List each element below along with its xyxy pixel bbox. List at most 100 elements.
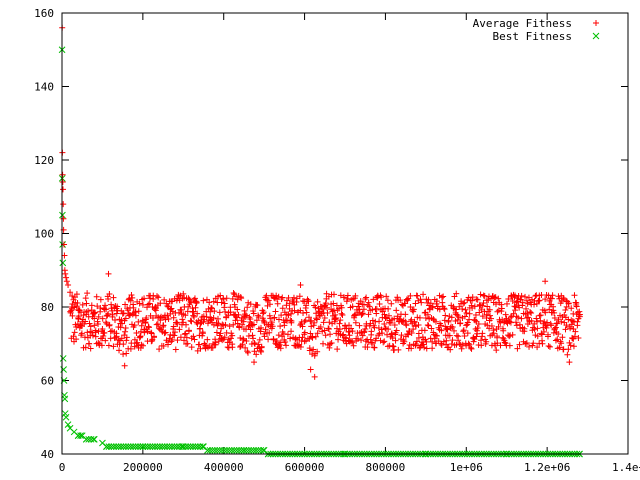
- average-fitness-point: [156, 346, 163, 353]
- average-fitness-point: [397, 336, 404, 343]
- average-fitness-point: [273, 338, 280, 345]
- best-fitness-point: [120, 443, 127, 451]
- average-fitness-point: [277, 345, 284, 352]
- average-fitness-point: [328, 340, 335, 346]
- average-fitness-point: [346, 322, 353, 329]
- average-fitness-point: [153, 321, 160, 328]
- average-fitness-point: [312, 333, 319, 340]
- legend-marker-x: [592, 32, 600, 40]
- legend-marker-plus: [593, 20, 599, 26]
- average-fitness-point: [433, 298, 440, 305]
- average-fitness-point: [453, 290, 460, 297]
- average-fitness-point: [170, 323, 177, 330]
- average-fitness-point: [468, 345, 475, 352]
- average-fitness-point: [229, 332, 236, 339]
- average-fitness-point: [288, 328, 295, 335]
- average-fitness-point: [392, 331, 399, 338]
- average-fitness-point: [59, 171, 66, 178]
- average-fitness-point: [453, 306, 460, 313]
- average-fitness-point: [442, 312, 449, 319]
- average-fitness-point: [82, 318, 89, 325]
- best-fitness-point: [77, 432, 84, 439]
- average-fitness-point: [320, 319, 327, 326]
- average-fitness-point: [297, 281, 304, 288]
- average-fitness-point: [459, 341, 466, 348]
- average-fitness-point: [555, 316, 562, 323]
- average-fitness-point: [420, 341, 427, 348]
- average-fitness-point: [129, 294, 136, 301]
- average-fitness-point: [199, 330, 206, 337]
- average-fitness-point: [412, 300, 419, 307]
- average-fitness-point: [83, 300, 90, 307]
- average-fitness-point: [460, 327, 467, 334]
- average-fitness-point: [122, 328, 129, 335]
- average-fitness-point: [507, 314, 514, 321]
- average-fitness-point: [168, 305, 175, 312]
- average-fitness-point: [60, 215, 67, 222]
- average-fitness-point: [182, 330, 189, 337]
- average-fitness-point: [527, 309, 534, 316]
- average-fitness-point: [95, 320, 102, 327]
- best-fitness-point: [184, 443, 192, 451]
- average-fitness-point: [306, 345, 313, 352]
- average-fitness-point: [122, 301, 129, 308]
- average-fitness-point: [471, 316, 478, 323]
- average-fitness-point: [305, 297, 312, 304]
- average-fitness-point: [565, 346, 572, 353]
- average-fitness-point: [467, 344, 474, 351]
- average-fitness-point: [378, 326, 385, 333]
- best-fitness-point: [252, 446, 260, 454]
- average-fitness-point: [438, 294, 445, 301]
- average-fitness-point: [314, 298, 321, 305]
- average-fitness-point: [540, 328, 547, 335]
- x-tick-label: 1.2e+06: [524, 461, 570, 474]
- best-fitness-point: [233, 446, 241, 454]
- average-fitness-point: [254, 302, 261, 309]
- average-fitness-point: [495, 295, 502, 302]
- average-fitness-point: [338, 310, 345, 317]
- average-fitness-point: [153, 305, 160, 312]
- average-fitness-point: [473, 327, 480, 334]
- average-fitness-point: [443, 337, 450, 344]
- average-fitness-point: [313, 310, 320, 317]
- average-fitness-point: [247, 326, 254, 333]
- best-fitness-point: [247, 446, 255, 454]
- average-fitness-point: [475, 321, 482, 328]
- average-fitness-point: [376, 318, 383, 325]
- average-fitness-point: [95, 313, 102, 320]
- average-fitness-point: [490, 330, 497, 337]
- average-fitness-point: [437, 322, 444, 329]
- average-fitness-point: [509, 331, 516, 338]
- average-fitness-point: [340, 331, 347, 338]
- average-fitness-point: [359, 332, 366, 339]
- average-fitness-point: [375, 332, 382, 339]
- average-fitness-point: [387, 319, 394, 326]
- average-fitness-point: [251, 339, 258, 346]
- average-fitness-point: [131, 322, 138, 329]
- best-fitness-point: [211, 446, 219, 454]
- best-fitness-point: [117, 443, 125, 451]
- average-fitness-point: [552, 324, 559, 331]
- average-fitness-point: [464, 330, 471, 337]
- average-fitness-point: [240, 335, 247, 342]
- average-fitness-point: [566, 359, 573, 366]
- average-fitness-point: [105, 295, 112, 302]
- average-fitness-point: [483, 311, 490, 318]
- average-fitness-point: [288, 310, 295, 317]
- average-fitness-point: [407, 304, 414, 311]
- average-fitness-point: [373, 335, 380, 342]
- average-fitness-point: [106, 321, 113, 328]
- average-fitness-point: [250, 307, 257, 314]
- best-fitness-point: [250, 446, 257, 454]
- average-fitness-point: [143, 315, 150, 322]
- average-fitness-point: [408, 316, 415, 323]
- average-fitness-point: [188, 318, 195, 325]
- average-fitness-point: [213, 329, 220, 336]
- average-fitness-point: [109, 313, 116, 320]
- best-fitness-point: [226, 446, 233, 454]
- average-fitness-point: [160, 322, 167, 329]
- average-fitness-point: [120, 341, 127, 348]
- average-fitness-point: [231, 301, 238, 308]
- average-fitness-point: [392, 337, 399, 344]
- average-fitness-point: [488, 322, 495, 329]
